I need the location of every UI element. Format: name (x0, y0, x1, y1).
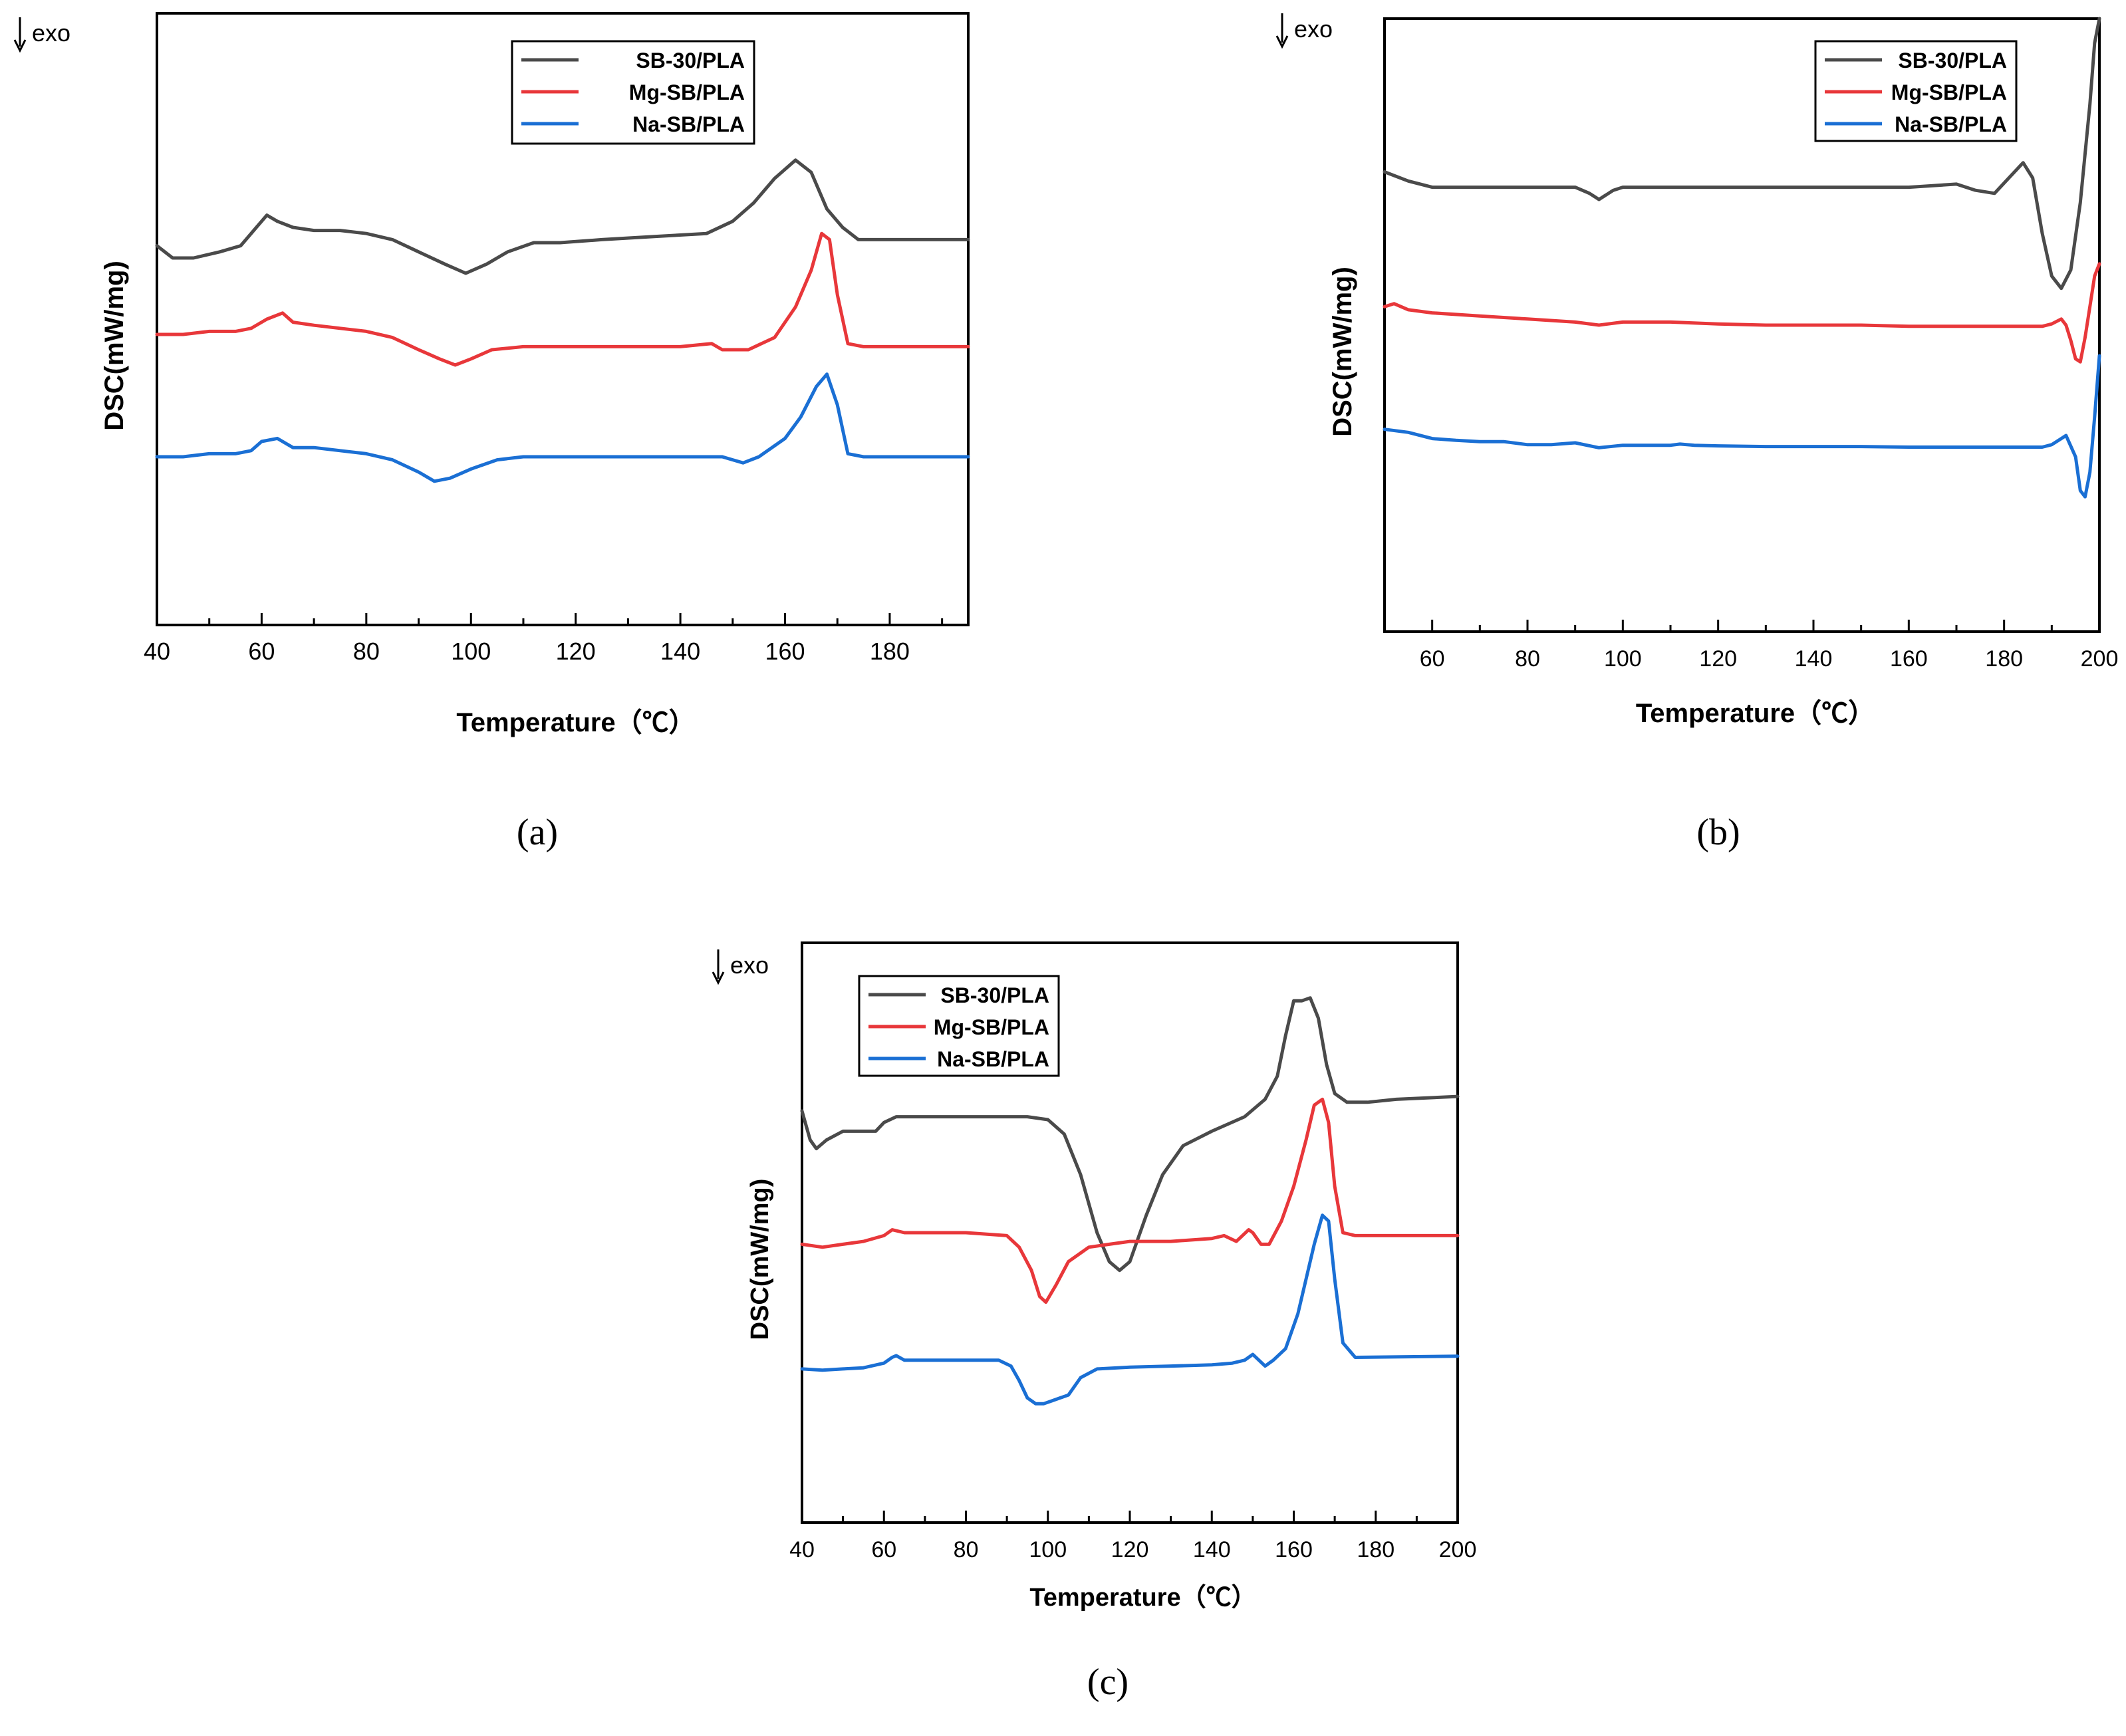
exo-indicator: exo (712, 949, 769, 985)
x-tick-label: 80 (954, 1537, 979, 1562)
down-arrow-head (1275, 35, 1289, 49)
panel-label: (a) (517, 812, 558, 853)
x-tick-label: 40 (144, 638, 170, 665)
x-tick-label: 120 (1699, 646, 1737, 672)
plot-frame (156, 12, 970, 626)
series-line-sb-30-pla (155, 158, 970, 275)
x-tick-label: 60 (871, 1537, 896, 1562)
x-tick-label: 100 (1029, 1537, 1067, 1562)
x-tick-label: 60 (248, 638, 275, 665)
legend-label: Mg-SB/PLA (1891, 80, 2007, 104)
legend-label: Na-SB/PLA (937, 1047, 1049, 1071)
x-tick-label: 80 (1515, 646, 1540, 672)
y-axis-label: DSC(mW/mg) (1328, 267, 1357, 437)
x-tick-label: 200 (2081, 646, 2119, 672)
x-tick-label: 140 (1795, 646, 1833, 672)
series-line-sb-30-pla (1383, 17, 2101, 291)
panel-label: (b) (1696, 812, 1740, 853)
x-tick-label: 180 (870, 638, 910, 665)
x-tick-label: 140 (1193, 1537, 1231, 1562)
series-line-na-sb-pla (800, 1213, 1460, 1406)
chart-panel-b: 60 80 100 120 140 160 180 200 SB-30/PLA Mg-SB/PLA… (1275, 13, 2119, 853)
x-tick-label: 40 (789, 1537, 815, 1562)
x-tick-label: 180 (1985, 646, 2023, 672)
x-tick-label: 140 (660, 638, 700, 665)
legend-label: Na-SB/PLA (632, 112, 745, 136)
x-axis-label: Temperature（℃） (1029, 1584, 1256, 1612)
legend-label: Na-SB/PLA (1895, 112, 2007, 136)
legend-label: Mg-SB/PLA (629, 80, 745, 104)
x-tick-label: 60 (1420, 646, 1445, 672)
series-line-mg-sb-pla (1383, 262, 2101, 364)
exo-label: exo (730, 951, 769, 979)
x-tick-label: 200 (1439, 1537, 1477, 1562)
legend-label: SB-30/PLA (636, 49, 745, 72)
x-tick-label: 180 (1357, 1537, 1395, 1562)
plot-frame (1383, 17, 2101, 633)
exo-indicator: exo (13, 17, 70, 53)
x-tick-label: 100 (451, 638, 491, 665)
chart-panel-c: 40 60 80 100 120 140 160 180 200 SB-30/PLA Mg-SB/P… (712, 941, 1477, 1703)
exo-label: exo (1294, 15, 1333, 43)
series-line-na-sb-pla (155, 372, 970, 483)
legend: SB-30/PLA Mg-SB/PLA Na-SB/PLA (511, 40, 755, 145)
series-line-sb-30-pla (800, 996, 1460, 1273)
x-tick-label: 160 (765, 638, 805, 665)
exo-label: exo (32, 19, 70, 47)
legend-label: Mg-SB/PLA (934, 1015, 1049, 1039)
x-tick-label: 120 (1111, 1537, 1149, 1562)
y-axis-label: DSC(mW/mg) (746, 1179, 774, 1340)
x-axis-label: Temperature（℃） (1636, 699, 1875, 728)
series-line-mg-sb-pla (155, 231, 970, 367)
panel-label: (c) (1087, 1662, 1129, 1703)
down-arrow-head (712, 971, 725, 985)
down-arrow-head (13, 39, 27, 53)
exo-indicator: exo (1275, 13, 1333, 49)
x-tick-label: 80 (353, 638, 380, 665)
legend: SB-30/PLA Mg-SB/PLA Na-SB/PLA (858, 975, 1060, 1077)
x-tick-label: 120 (556, 638, 596, 665)
series-line-na-sb-pla (1383, 354, 2101, 499)
chart-panel-a: 40 60 80 100 120 140 160 180 SB-30/PLA Mg-SB/PLA N… (13, 12, 970, 853)
y-axis-label: DSC(mW/mg) (100, 261, 129, 431)
legend-label: SB-30/PLA (940, 983, 1049, 1007)
legend-label: SB-30/PLA (1898, 49, 2007, 72)
x-tick-label: 160 (1890, 646, 1928, 672)
x-tick-label: 100 (1604, 646, 1642, 672)
series-line-mg-sb-pla (800, 1097, 1460, 1304)
x-tick-label: 160 (1275, 1537, 1313, 1562)
legend: SB-30/PLA Mg-SB/PLA Na-SB/PLA (1814, 40, 2018, 142)
x-axis-label: Temperature（℃） (456, 708, 695, 737)
